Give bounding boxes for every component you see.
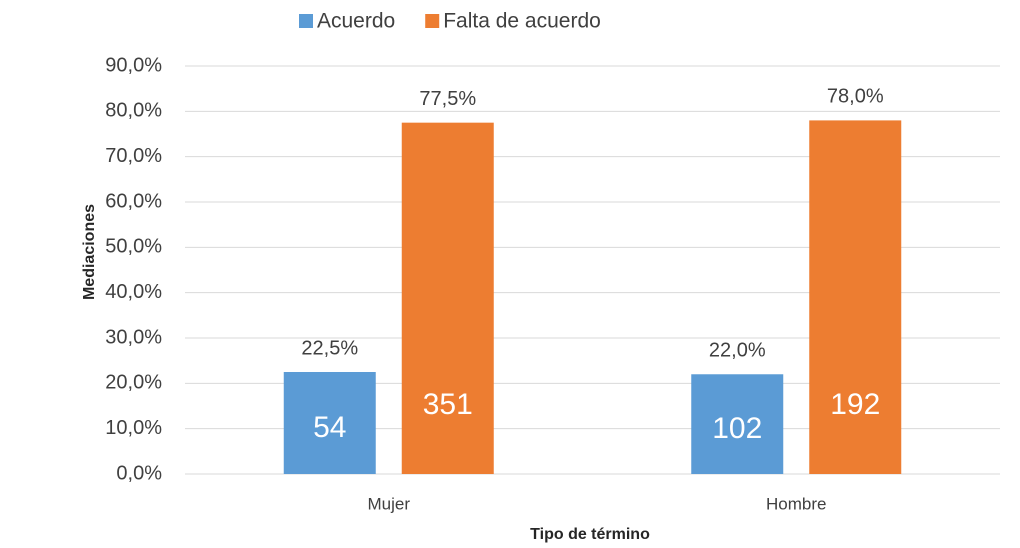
legend-label: Acuerdo <box>317 10 395 33</box>
y-tick-label: 10,0% <box>105 417 162 439</box>
y-tick-label: 60,0% <box>105 190 162 212</box>
count-label: 351 <box>423 388 473 421</box>
y-tick-label: 80,0% <box>105 100 162 122</box>
value-label: 77,5% <box>419 88 476 110</box>
count-label: 54 <box>313 411 346 444</box>
count-label: 102 <box>712 412 762 445</box>
legend-swatch <box>425 14 440 28</box>
y-tick-label: 30,0% <box>105 326 162 348</box>
y-tick-label: 90,0% <box>105 54 162 76</box>
bar <box>283 372 376 474</box>
x-tick-label: Hombre <box>766 494 826 513</box>
legend-swatch <box>299 14 313 28</box>
value-label: 22,5% <box>301 337 358 359</box>
x-tick-label: Mujer <box>367 494 410 513</box>
bar <box>809 120 902 475</box>
value-label: 78,0% <box>827 86 884 108</box>
value-label: 22,0% <box>709 340 766 362</box>
bar <box>691 374 784 474</box>
y-tick-label: 20,0% <box>105 372 162 394</box>
bar <box>401 122 494 475</box>
y-tick-label: 70,0% <box>105 145 162 167</box>
legend-label: Falta de acuerdo <box>443 10 601 33</box>
count-label: 192 <box>830 388 880 421</box>
y-axis-label: Mediaciones <box>81 204 98 300</box>
y-tick-label: 40,0% <box>105 281 162 303</box>
x-axis-label: Tipo de término <box>530 526 650 543</box>
y-tick-label: 0,0% <box>116 462 162 484</box>
y-tick-label: 50,0% <box>105 236 162 258</box>
